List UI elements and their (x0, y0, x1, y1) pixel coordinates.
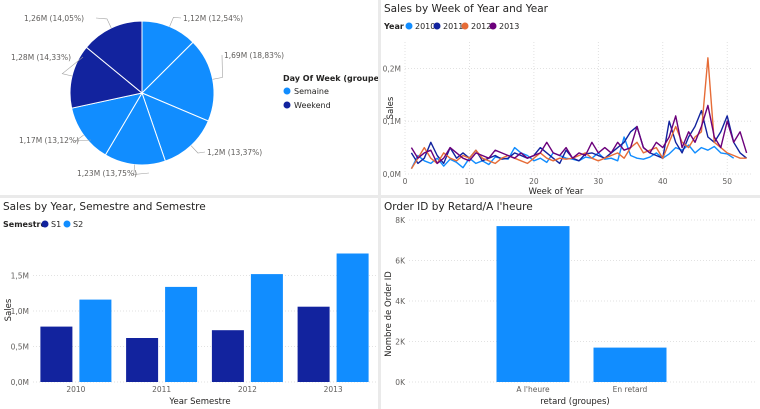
line-chart: Sales by Week of Year and Year Year 2010… (383, 3, 753, 195)
line-y-tick: 0,2M (383, 64, 401, 73)
pie-chart: 1,12M (12,54%) 1,69M (18,83%) 1,2M (13,37%… (11, 14, 378, 178)
bar-chart: Sales by Year, Semestre and Semestre Sem… (3, 201, 376, 407)
bar-2013-S1[interactable] (297, 306, 330, 382)
pie-leader-line (74, 134, 92, 142)
line-chart-title: Sales by Week of Year and Year (384, 3, 549, 15)
line-y-axis-title: Sales (386, 96, 396, 119)
pie-slice[interactable] (141, 41, 215, 122)
line-legend-item[interactable]: 2012 (471, 22, 491, 31)
line-legend-marker (461, 22, 469, 30)
bar-chart-panel: Sales by Year, Semestre and Semestre Sem… (0, 198, 378, 409)
pie-leader-line (190, 145, 206, 154)
pie-slice[interactable] (104, 91, 166, 166)
order-y-tick: 4K (395, 297, 406, 306)
line-legend-item[interactable]: 2013 (499, 22, 519, 31)
order-bar-1[interactable] (593, 347, 667, 382)
pie-data-label: 1,26M (14,05%) (24, 14, 84, 23)
bar-x-tick: 2013 (324, 385, 343, 394)
bar-2012-S2[interactable] (250, 274, 283, 382)
pie-slice[interactable] (141, 20, 194, 95)
bar-x-tick: 2010 (66, 385, 85, 394)
order-x-tick: En retard (613, 385, 648, 394)
bar-y-tick: 1,5M (11, 272, 29, 281)
bar-y-axis-title: Sales (4, 298, 14, 321)
bar-legend-marker (41, 220, 49, 228)
bar-2011-S2[interactable] (165, 286, 198, 382)
order-chart-panel: Order ID by Retard/A l'heure 0K 2K 4K 6K 8K … (381, 198, 760, 409)
pie-slice[interactable] (141, 92, 209, 162)
line-legend-title: Year (383, 22, 404, 31)
line-legend-item[interactable]: 2011 (443, 22, 463, 31)
pie-legend-item[interactable]: Semaine (294, 87, 329, 96)
pie-leader-line (169, 16, 182, 27)
pie-legend-item[interactable]: Weekend (294, 101, 331, 110)
bar-2011-S1[interactable] (126, 338, 159, 382)
line-series-2010[interactable] (410, 136, 735, 170)
order-y-tick: 6K (395, 257, 406, 266)
line-x-tick: 30 (594, 177, 604, 186)
pie-data-label: 1,17M (13,12%) (19, 136, 79, 145)
order-y-tick: 8K (395, 216, 406, 225)
pie-leader-line (95, 17, 112, 29)
order-x-tick: A l'heure (516, 385, 550, 394)
pie-data-label: 1,28M (14,33%) (11, 53, 71, 62)
line-legend-marker (433, 22, 441, 30)
bar-2010-S1[interactable] (40, 326, 73, 382)
pie-leader-line (212, 54, 223, 80)
line-x-tick: 0 (403, 177, 408, 186)
pie-data-label: 1,12M (12,54%) (183, 14, 243, 23)
pie-data-label: 1,69M (18,83%) (224, 51, 284, 60)
pie-legend-marker (283, 87, 291, 95)
order-y-tick: 2K (395, 338, 406, 347)
bar-legend-item[interactable]: S2 (73, 220, 83, 229)
bar-legend-marker (63, 220, 71, 228)
order-chart-title: Order ID by Retard/A l'heure (384, 201, 533, 213)
line-legend-marker (489, 22, 497, 30)
line-x-axis-title: Week of Year (529, 187, 584, 195)
bar-legend-item[interactable]: S1 (51, 220, 61, 229)
line-y-tick: 0,0M (383, 170, 401, 179)
pie-chart-panel: 1,12M (12,54%) 1,69M (18,83%) 1,2M (13,37%… (0, 0, 378, 195)
line-x-tick: 50 (722, 177, 732, 186)
bar-2010-S2[interactable] (79, 299, 112, 382)
line-legend-item[interactable]: 2010 (415, 22, 435, 31)
order-bar-0[interactable] (496, 226, 570, 382)
bar-y-tick: 0,5M (11, 343, 29, 352)
bar-2013-S2[interactable] (336, 253, 369, 383)
bar-2012-S1[interactable] (211, 330, 244, 382)
pie-slice[interactable] (71, 92, 144, 156)
line-x-tick: 10 (465, 177, 475, 186)
order-chart: Order ID by Retard/A l'heure 0K2K4K6K8K … (384, 201, 756, 407)
pie-slice[interactable] (69, 46, 144, 109)
line-legend-marker (405, 22, 413, 30)
line-y-tick: 0,1M (383, 117, 401, 126)
bar-x-axis-title: Year Semestre (168, 397, 230, 407)
line-x-tick: 20 (529, 177, 539, 186)
pie-leader-line (133, 164, 150, 175)
pie-legend-marker (283, 101, 291, 109)
line-x-tick: 40 (658, 177, 668, 186)
pie-leader-line (61, 56, 84, 77)
bar-y-tick: 1,0M (11, 307, 29, 316)
order-y-tick: 0K (395, 378, 406, 387)
pie-legend-title: Day Of Week (groupes) (283, 74, 378, 83)
bar-x-tick: 2012 (238, 385, 257, 394)
pie-data-label: 1,2M (13,37%) (207, 148, 262, 157)
bar-chart-title: Sales by Year, Semestre and Semestre (3, 201, 206, 213)
bar-legend-title: Semestre (3, 220, 46, 229)
bar-y-tick: 0,0M (11, 378, 29, 387)
line-series-2013[interactable] (410, 104, 748, 165)
pie-data-label: 1,23M (13,75%) (77, 169, 137, 178)
line-series-2011[interactable] (410, 109, 748, 165)
pie-slice[interactable] (85, 20, 143, 95)
line-chart-panel: Sales by Week of Year and Year Year 2010… (381, 0, 760, 195)
order-y-axis-title: Nombre de Order ID (384, 271, 394, 357)
bar-x-tick: 2011 (152, 385, 171, 394)
order-x-axis-title: retard (groupes) (540, 397, 610, 407)
line-series-2012[interactable] (410, 57, 747, 170)
